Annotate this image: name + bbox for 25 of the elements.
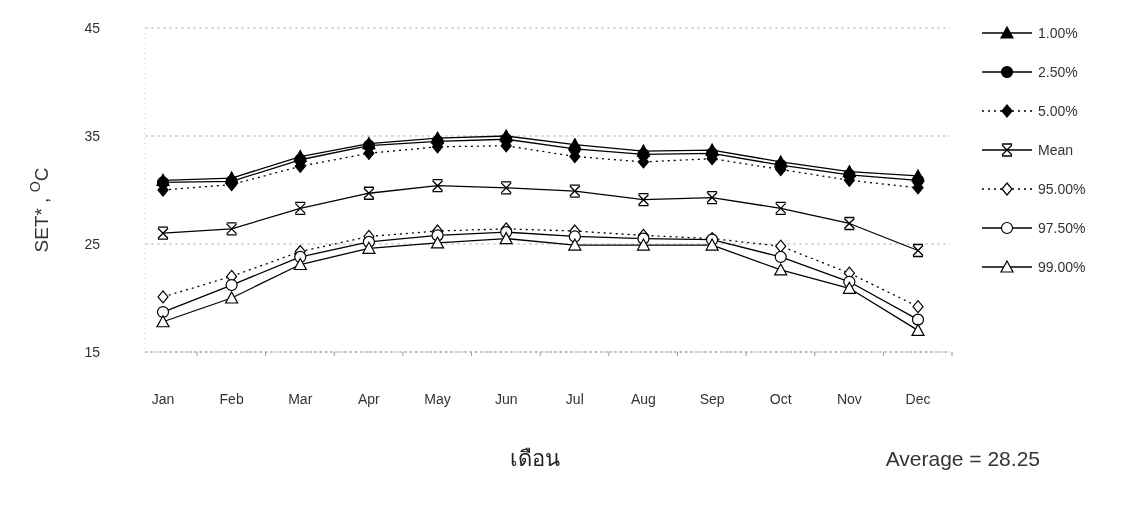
x-tick-label: Dec [905,391,931,407]
legend-label: 99.00% [1038,258,1086,275]
text: Average = 28.25 [885,447,1040,470]
x-axis-title: เดือน [510,446,560,471]
x-tick-label: Aug [630,391,656,407]
x-tick-label: Mar [288,391,313,407]
legend-label: 2.50% [1038,63,1078,80]
legend-label: 97.50% [1038,219,1086,236]
legend-label: Mean [1038,141,1074,158]
x-tick-label: Feb [219,391,244,407]
y-tick-label: 15 [84,343,101,360]
x-tick-label: May [424,391,451,407]
x-tick-label: Jan [151,391,175,407]
x-tick-label: Apr [358,391,381,407]
x-tick-label: Nov [836,391,862,407]
y-tick-label: 35 [84,127,101,144]
x-tick-label: Jun [494,391,518,407]
x-tick-label: Oct [769,391,792,407]
x-tick-label: Sep [699,391,725,407]
legend-label: 5.00% [1038,102,1078,119]
y-tick-label: 45 [84,19,101,36]
x-tick-label: Jul [565,391,584,407]
y-tick-label: 25 [84,235,101,252]
legend-label: 1.00% [1038,24,1078,41]
legend-label: 95.00% [1038,180,1086,197]
